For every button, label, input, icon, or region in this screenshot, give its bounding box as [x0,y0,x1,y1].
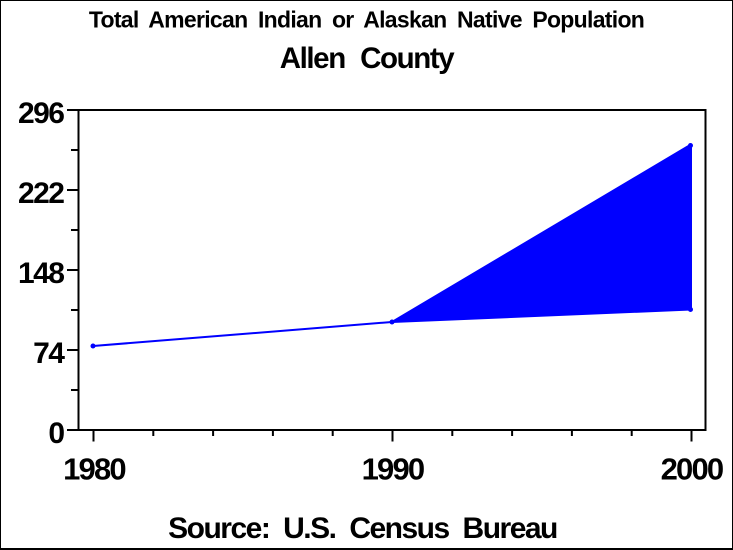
svg-text:148: 148 [18,257,64,290]
svg-text:0: 0 [48,417,64,450]
svg-text:74: 74 [33,337,65,370]
svg-text:1980: 1980 [63,451,125,486]
svg-text:296: 296 [18,97,64,130]
svg-text:Source: U.S. Census Bureau: Source: U.S. Census Bureau [168,512,557,545]
svg-text:1990: 1990 [362,451,424,486]
svg-text:2000: 2000 [661,451,723,486]
svg-text:222: 222 [18,177,64,210]
svg-text:Total American Indian or Alask: Total American Indian or Alaskan Native … [89,7,644,33]
svg-text:Allen County: Allen County [280,42,456,75]
